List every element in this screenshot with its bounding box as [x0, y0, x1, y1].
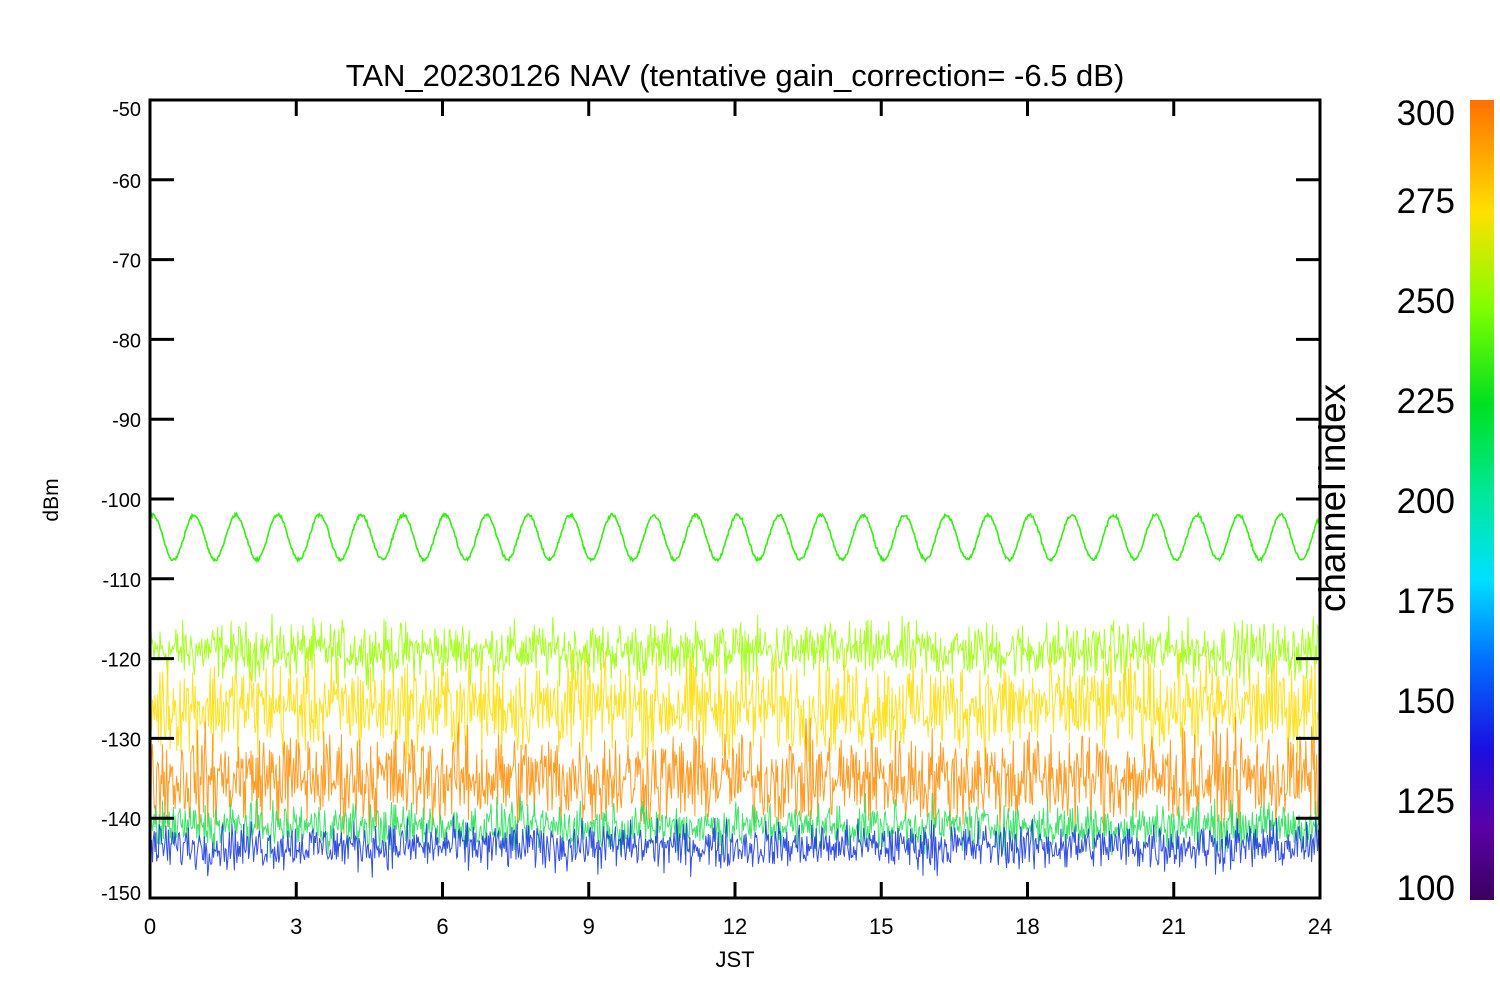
x-tick-label: 6	[436, 914, 448, 939]
y-axis: -50 -60 -70 -80 -90 -100 -110 -120 -130 -140 -150	[101, 98, 1320, 905]
y-tick-label: -110	[102, 570, 141, 592]
colorbar-tick-label: 200	[1397, 482, 1455, 521]
x-axis-label: JST	[715, 947, 754, 972]
y-tick-label: -60	[112, 171, 141, 193]
x-tick-label: 15	[869, 914, 893, 939]
chart-title: TAN_20230126 NAV (tentative gain_correct…	[346, 58, 1125, 93]
x-tick-label: 18	[1015, 914, 1039, 939]
y-tick-label: -140	[101, 809, 141, 831]
colorbar-tick-label: 275	[1397, 182, 1455, 221]
x-tick-label: 9	[583, 914, 595, 939]
y-tick-label: -70	[112, 251, 141, 273]
series-line-channel-275	[150, 646, 1320, 765]
x-tick-label: 0	[144, 914, 156, 939]
y-tick-label: -130	[101, 729, 141, 751]
series-line-channel-245	[150, 511, 1320, 564]
y-tick-label: -100	[101, 490, 141, 512]
y-axis-label: dBm	[40, 478, 63, 521]
x-tick-label: 12	[723, 914, 747, 939]
colorbar-label: channel index	[1312, 383, 1353, 612]
colorbar-tick-label: 250	[1397, 282, 1455, 321]
colorbar-tick-label: 300	[1397, 94, 1455, 133]
colorbar-ticks: 300 275 250 225 200 175 150 125 100	[1397, 94, 1455, 908]
colorbar	[1470, 100, 1494, 900]
colorbar-tick-label: 100	[1397, 869, 1455, 908]
y-tick-label: -150	[101, 883, 141, 905]
x-tick-label: 21	[1162, 914, 1186, 939]
colorbar-tick-label: 175	[1397, 582, 1455, 621]
colorbar-tick-label: 150	[1397, 682, 1455, 721]
series-line-channel-290	[150, 716, 1320, 839]
colorbar-tick-label: 225	[1397, 382, 1455, 421]
colorbar-tick-label: 125	[1397, 782, 1455, 821]
series-layer	[150, 511, 1320, 878]
y-tick-label: -90	[112, 410, 141, 432]
x-axis: 0 3 6 9 12 15 18 21 24	[144, 100, 1332, 939]
y-tick-label: -120	[101, 650, 141, 672]
y-tick-label: -50	[112, 99, 141, 121]
series-line-channel-150	[150, 815, 1320, 878]
series-line-channel-220	[150, 792, 1320, 859]
x-tick-label: 24	[1308, 914, 1332, 939]
x-tick-label: 3	[290, 914, 302, 939]
y-tick-label: -80	[112, 330, 141, 352]
